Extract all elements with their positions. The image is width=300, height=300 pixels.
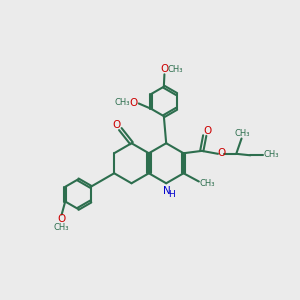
Text: CH₃: CH₃ <box>263 150 279 159</box>
Text: CH₃: CH₃ <box>53 223 69 232</box>
Text: O: O <box>57 214 65 224</box>
Text: N: N <box>163 186 171 196</box>
Text: CH₃: CH₃ <box>200 179 215 188</box>
Text: CH₃: CH₃ <box>234 129 250 138</box>
Text: H: H <box>168 190 175 199</box>
Text: O: O <box>112 120 121 130</box>
Text: O: O <box>129 98 137 108</box>
Text: CH₃: CH₃ <box>115 98 130 107</box>
Text: CH₃: CH₃ <box>168 65 183 74</box>
Text: O: O <box>218 148 226 158</box>
Text: O: O <box>160 64 169 74</box>
Text: O: O <box>203 126 211 136</box>
